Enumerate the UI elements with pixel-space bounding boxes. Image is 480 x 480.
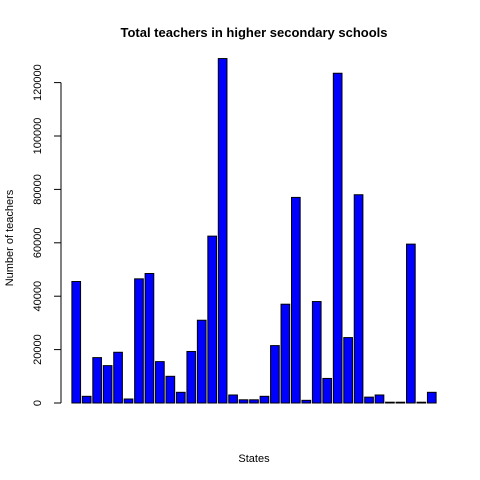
bar-31 — [385, 401, 395, 404]
bar-32 — [395, 401, 406, 404]
bar-4 — [102, 365, 113, 404]
bar-1 — [71, 281, 82, 404]
bar-28 — [353, 194, 364, 404]
bar-16 — [228, 394, 238, 404]
bar-3 — [92, 357, 102, 404]
bar-35 — [426, 391, 437, 404]
bar-23 — [301, 399, 312, 404]
bar-19 — [259, 395, 270, 404]
y-tick-label-2: 40000 — [32, 281, 44, 312]
y-tick-label-0: 0 — [32, 400, 44, 406]
y-tick-label-3: 60000 — [32, 228, 44, 259]
bar-34 — [416, 401, 427, 404]
bar-5 — [113, 351, 123, 404]
bar-10 — [165, 375, 176, 404]
bar-13 — [196, 319, 207, 404]
bar-18 — [249, 399, 259, 404]
bars-group — [71, 58, 437, 404]
bar-11 — [175, 391, 186, 404]
bar-14 — [207, 235, 218, 404]
x-axis-label: States — [238, 453, 270, 465]
bar-15 — [217, 58, 228, 404]
bar-27 — [343, 337, 353, 404]
chart-title: Total teachers in higher secondary schoo… — [120, 25, 387, 40]
bar-6 — [123, 398, 134, 404]
bar-26 — [332, 72, 343, 404]
bar-25 — [322, 377, 333, 404]
bar-20 — [270, 345, 280, 404]
bar-7 — [134, 278, 144, 404]
y-tick-label-4: 80000 — [32, 174, 44, 205]
y-tick-label-5: 100000 — [32, 118, 44, 155]
y-axis: 0 20000 40000 60000 80000 100000 120000 — [32, 64, 62, 406]
bar-29 — [364, 396, 374, 404]
bar-24 — [311, 301, 322, 404]
bar-33 — [406, 243, 416, 404]
bar-17 — [238, 399, 249, 404]
bar-12 — [186, 350, 197, 404]
y-axis-label: Number of teachers — [4, 189, 16, 286]
y-tick-label-6: 120000 — [32, 64, 44, 101]
bar-21 — [280, 303, 291, 404]
bar-2 — [81, 395, 92, 404]
bar-22 — [290, 196, 301, 404]
y-tick-label-1: 20000 — [32, 334, 44, 365]
bar-8 — [144, 273, 155, 404]
bar-30 — [374, 394, 385, 404]
bar-9 — [155, 361, 165, 404]
